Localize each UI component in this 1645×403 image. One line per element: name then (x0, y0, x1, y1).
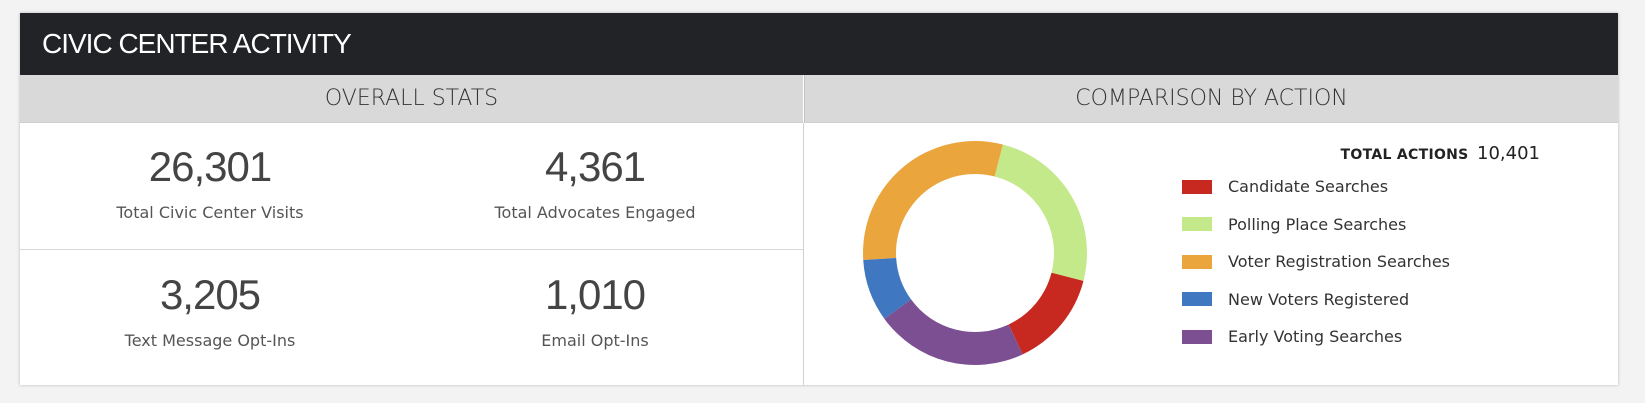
overall-stats-header: OVERALL STATS (20, 75, 803, 123)
legend-label: New Voters Registered (1228, 289, 1410, 309)
stat-value: 4,361 (544, 143, 646, 190)
stat-text-opt-ins: 3,205 Text Message Opt-Ins (20, 271, 400, 351)
stat-value: 1,010 (544, 271, 646, 318)
legend-item-voter-registration-searches: Voter Registration Searches (1182, 243, 1450, 281)
civic-center-activity-panel: CIVIC CENTER ACTIVITY OVERALL STATS COMP… (20, 13, 1618, 385)
stat-label: Total Civic Center Visits (116, 203, 304, 222)
total-actions-label: TOTAL ACTIONS (1340, 147, 1469, 163)
panel-title: CIVIC CENTER ACTIVITY (42, 28, 352, 59)
legend-label: Polling Place Searches (1228, 214, 1407, 234)
legend-label: Voter Registration Searches (1228, 252, 1450, 272)
donut-slice-voter-registration-searches (863, 141, 1003, 261)
chart-legend: Candidate Searches Polling Place Searche… (1182, 168, 1450, 356)
stat-email-opt-ins: 1,010 Email Opt-Ins (405, 271, 785, 351)
stat-value: 3,205 (159, 271, 261, 318)
total-actions: TOTAL ACTIONS 10,401 (1341, 143, 1540, 164)
donut-slice-early-voting-searches (884, 299, 1023, 366)
stat-label: Text Message Opt-Ins (124, 331, 296, 350)
comparison-heading: COMPARISON BY ACTION (1075, 86, 1348, 111)
stats-row-divider (20, 249, 803, 250)
legend-swatch (1182, 292, 1212, 307)
legend-item-early-voting-searches: Early Voting Searches (1182, 318, 1450, 356)
stat-label: Total Advocates Engaged (494, 203, 696, 222)
legend-item-candidate-searches: Candidate Searches (1182, 168, 1450, 206)
comparison-donut-chart (863, 141, 1087, 366)
legend-swatch (1182, 254, 1212, 269)
legend-item-new-voters-registered: New Voters Registered (1182, 281, 1450, 319)
stat-total-visits: 26,301 Total Civic Center Visits (20, 143, 400, 223)
overall-stats-heading: OVERALL STATS (324, 86, 499, 111)
panel-title-bar: CIVIC CENTER ACTIVITY (20, 13, 1618, 75)
stat-value: 26,301 (148, 143, 272, 190)
legend-label: Early Voting Searches (1228, 327, 1403, 347)
column-divider (803, 123, 804, 385)
stat-total-advocates: 4,361 Total Advocates Engaged (405, 143, 785, 223)
legend-swatch (1182, 217, 1212, 232)
donut-slice-new-voters-registered (863, 257, 912, 319)
donut-slice-polling-place-searches (994, 144, 1087, 281)
legend-swatch (1182, 179, 1212, 194)
legend-label: Candidate Searches (1228, 177, 1389, 197)
legend-swatch (1182, 329, 1212, 344)
donut-slice-candidate-searches (1008, 272, 1084, 355)
legend-item-polling-place-searches: Polling Place Searches (1182, 206, 1450, 244)
stat-label: Email Opt-Ins (541, 331, 649, 350)
comparison-header: COMPARISON BY ACTION (804, 75, 1618, 123)
total-actions-value: 10,401 (1477, 143, 1540, 164)
